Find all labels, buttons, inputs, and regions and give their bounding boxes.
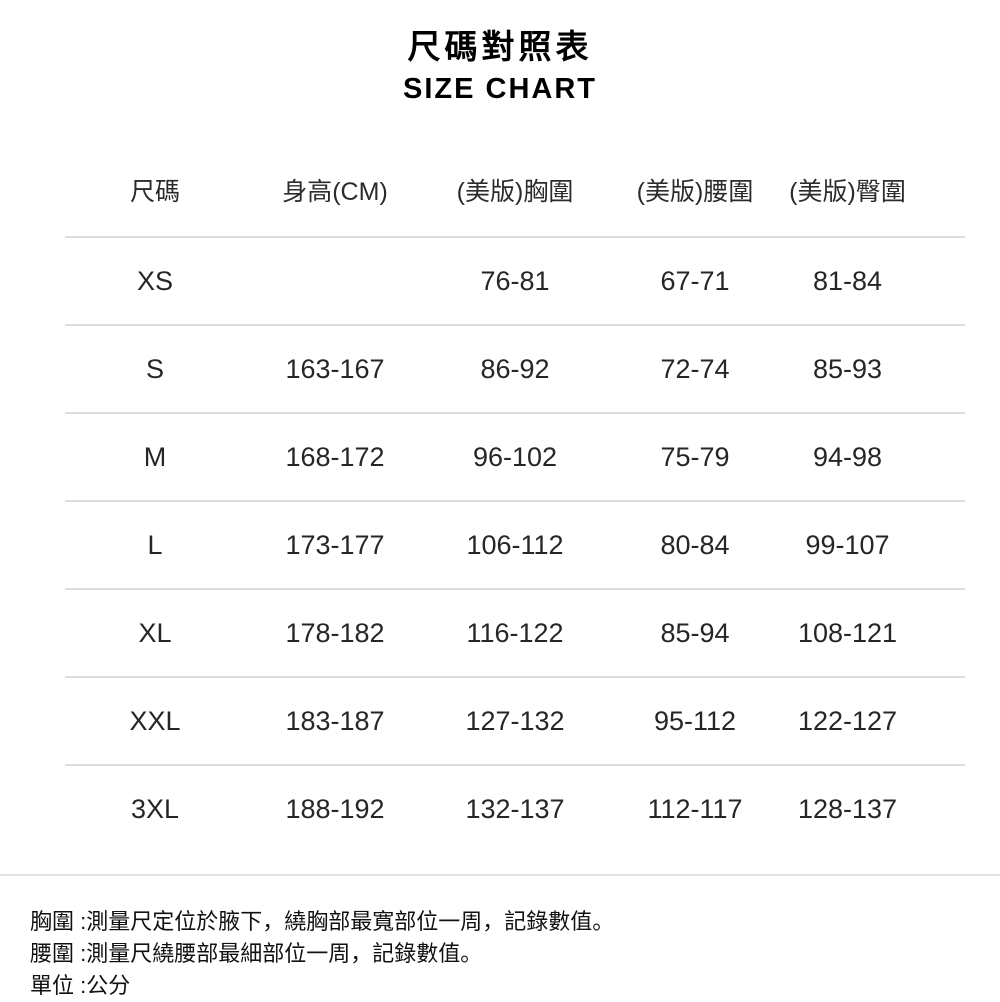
cell-height: [245, 237, 425, 325]
cell-size: S: [145, 353, 164, 384]
cell-size: XL: [138, 617, 172, 648]
cell-height: 173-177: [285, 529, 385, 560]
cell-chest: 127-132: [465, 705, 565, 736]
cell-size: XXL: [129, 705, 181, 736]
note-chest: 胸圍 :測量尺定位於腋下，繞胸部最寬部位一周，記錄數值。: [30, 909, 615, 934]
page-title-en: SIZE CHART: [403, 73, 597, 105]
cell-waist: 112-117: [647, 793, 743, 824]
table-row-m: M 168-172 96-102 75-79 94-98: [65, 413, 965, 501]
table-row-s: S 163-167 86-92 72-74 85-93: [65, 325, 965, 413]
cell-height: 163-167: [285, 353, 385, 384]
cell-hip: 81-84: [812, 265, 883, 296]
cell-chest: 86-92: [480, 353, 550, 384]
cell-height: 168-172: [285, 441, 385, 472]
table-row-xxl: XXL 183-187 127-132 95-112 122-127: [65, 677, 965, 765]
cell-waist: 85-94: [660, 617, 730, 648]
table-row-l: L 173-177 106-112 80-84 99-107: [65, 501, 965, 589]
cell-chest: 76-81: [480, 265, 550, 296]
header-hip: (美版)臀圍: [789, 178, 906, 206]
cell-hip: 94-98: [812, 441, 883, 472]
cell-size: M: [143, 441, 167, 472]
header-row: 尺碼 身高(CM) (美版)胸圍 (美版)腰圍 (美版)臀圍: [65, 144, 965, 237]
cell-chest: 116-122: [466, 617, 564, 648]
measurement-notes: 胸圍 :測量尺定位於腋下，繞胸部最寬部位一周，記錄數值。 腰圍 :測量尺繞腰部最…: [30, 906, 1000, 1002]
header-size: 尺碼: [129, 178, 180, 206]
table-row-xs: XS 76-81 67-71 81-84: [65, 237, 965, 325]
cell-chest: 96-102: [472, 441, 558, 472]
cell-waist: 72-74: [660, 353, 730, 384]
cell-hip: 108-121: [797, 617, 898, 648]
notes-divider: [0, 874, 1000, 876]
cell-hip: 128-137: [797, 793, 898, 824]
table-row-xl: XL 178-182 116-122 85-94 108-121: [65, 589, 965, 677]
cell-size: XS: [136, 265, 174, 296]
size-chart-table: 尺碼 身高(CM) (美版)胸圍 (美版)腰圍 (美版)臀圍 XS 76-81 …: [65, 144, 965, 852]
cell-hip: 85-93: [812, 353, 883, 384]
cell-chest: 106-112: [466, 529, 564, 560]
cell-hip: 99-107: [805, 529, 890, 560]
cell-waist: 95-112: [653, 705, 737, 736]
title-block: 尺碼對照表 SIZE CHART: [0, 0, 1000, 106]
cell-size: L: [147, 529, 163, 560]
cell-chest: 132-137: [465, 793, 565, 824]
page-title-zh: 尺碼對照表: [407, 28, 593, 65]
cell-size: 3XL: [130, 793, 180, 824]
cell-waist: 67-71: [660, 265, 730, 296]
cell-waist: 80-84: [660, 529, 730, 560]
note-waist: 腰圍 :測量尺繞腰部最細部位一周，記錄數值。: [30, 941, 483, 966]
cell-hip: 122-127: [797, 705, 898, 736]
table-row-3xl: 3XL 188-192 132-137 112-117 128-137: [65, 765, 965, 852]
cell-height: 188-192: [285, 793, 385, 824]
cell-height: 183-187: [285, 705, 385, 736]
note-unit: 單位 :公分: [30, 973, 131, 998]
header-chest: (美版)胸圍: [456, 178, 574, 206]
cell-height: 178-182: [285, 617, 385, 648]
header-waist: (美版)腰圍: [636, 178, 754, 206]
cell-waist: 75-79: [660, 441, 730, 472]
header-height: 身高(CM): [282, 178, 388, 206]
